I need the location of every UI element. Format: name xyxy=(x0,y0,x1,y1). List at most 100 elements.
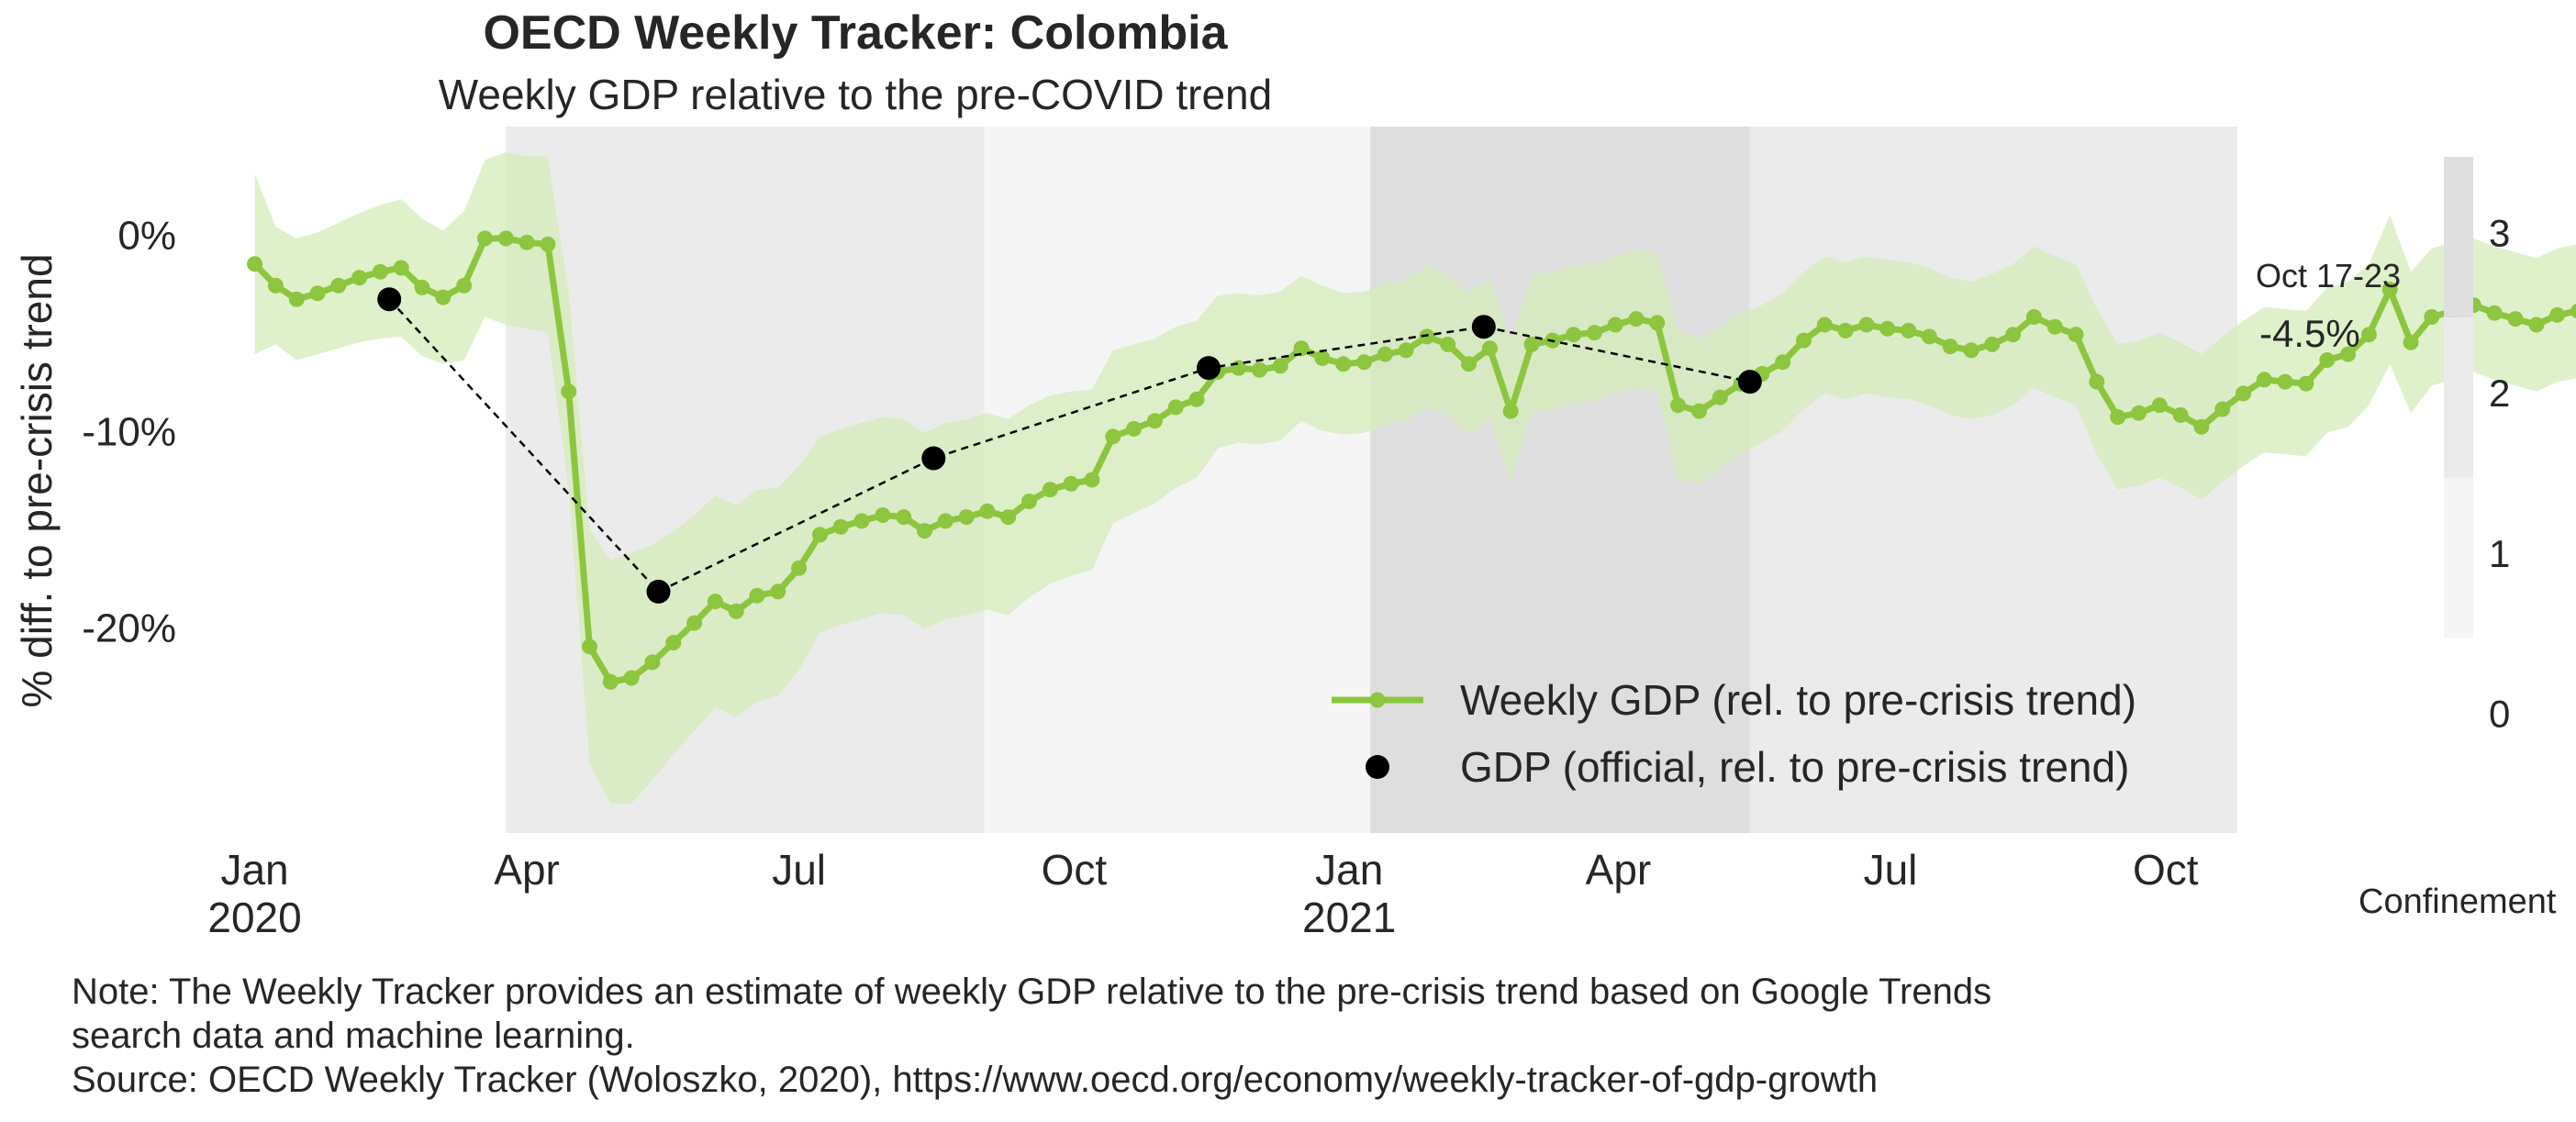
weekly-gdp-point-52 xyxy=(1335,356,1352,372)
colorbar-tick-0: 0 xyxy=(2489,693,2510,736)
official-gdp-layer xyxy=(377,287,1762,604)
weekly-gdp-point-32 xyxy=(917,523,932,539)
x-tick-label-0: Jan xyxy=(220,846,288,894)
weekly-gdp-point-100 xyxy=(2340,346,2357,362)
weekly-gdp-point-74 xyxy=(1796,332,1812,349)
weekly-gdp-point-57 xyxy=(1440,336,1456,352)
weekly-gdp-point-4 xyxy=(330,277,347,294)
x-tick-label-6: Jul xyxy=(1864,846,1918,894)
weekly-gdp-point-3 xyxy=(309,285,326,302)
weekly-gdp-point-22 xyxy=(707,594,723,610)
weekly-gdp-point-111 xyxy=(2570,303,2576,319)
weekly-gdp-point-91 xyxy=(2151,397,2168,414)
legend-official-label: GDP (official, rel. to pre-crisis trend) xyxy=(1460,743,2129,791)
official-gdp-point-2 xyxy=(921,446,946,471)
weekly-gdp-point-24 xyxy=(749,587,765,604)
weekly-gdp-point-101 xyxy=(2360,327,2377,343)
weekly-gdp-point-17 xyxy=(602,673,619,690)
weekly-gdp-point-87 xyxy=(2068,327,2084,343)
weekly-gdp-point-107 xyxy=(2486,305,2503,321)
weekly-gdp-uncertainty-band xyxy=(254,151,2576,804)
weekly-gdp-point-15 xyxy=(561,383,577,400)
weekly-gdp-point-65 xyxy=(1607,317,1623,333)
y-tick-label-1: -10% xyxy=(82,410,176,455)
x-tick-label-7: Oct xyxy=(2133,846,2199,894)
weekly-gdp-point-99 xyxy=(2319,352,2336,368)
legend-weekly-swatch-dot xyxy=(1369,692,1386,708)
colorbar-label: Confinement xyxy=(2359,883,2557,921)
colorbar-segment-2 xyxy=(2444,317,2473,478)
weekly-gdp-point-67 xyxy=(1649,315,1666,331)
weekly-gdp-point-84 xyxy=(2005,327,2022,343)
official-gdp-point-1 xyxy=(646,579,671,604)
x-tick-label-5: Apr xyxy=(1586,846,1652,894)
weekly-gdp-point-34 xyxy=(958,509,975,526)
weekly-gdp-point-96 xyxy=(2256,372,2272,388)
weekly-gdp-point-36 xyxy=(1000,509,1017,526)
weekly-gdp-point-54 xyxy=(1377,346,1393,362)
weekly-gdp-point-70 xyxy=(1712,389,1728,405)
x-tick-label-1: Apr xyxy=(494,846,560,894)
weekly-gdp-point-93 xyxy=(2193,418,2210,435)
annotation-period-label: Oct 17-23 xyxy=(2256,257,2401,294)
colorbar-segment-1 xyxy=(2444,477,2473,639)
weekly-gdp-point-43 xyxy=(1146,413,1163,429)
legend-official-swatch-dot xyxy=(1366,755,1389,779)
weekly-gdp-point-55 xyxy=(1398,342,1414,359)
weekly-gdp-point-90 xyxy=(2131,405,2147,421)
weekly-gdp-point-86 xyxy=(2046,318,2063,335)
weekly-gdp-point-73 xyxy=(1775,354,1791,371)
weekly-gdp-point-7 xyxy=(393,260,409,276)
official-gdp-dashed-line xyxy=(388,298,1751,594)
weekly-gdp-point-59 xyxy=(1481,340,1498,357)
weekly-gdp-point-39 xyxy=(1063,475,1079,492)
x-tick-year-0: 2020 xyxy=(207,894,301,941)
weekly-gdp-point-21 xyxy=(686,615,703,631)
chart-subtitle: Weekly GDP relative to the pre-COVID tre… xyxy=(438,71,1273,118)
weekly-gdp-point-25 xyxy=(770,583,786,600)
colorbar-tick-2: 2 xyxy=(2489,372,2510,415)
weekly-gdp-point-29 xyxy=(853,513,870,529)
confinement-period-4 xyxy=(1749,127,2237,833)
x-tick-label-3: Oct xyxy=(1042,846,1108,894)
weekly-gdp-point-80 xyxy=(1921,328,1937,345)
legend: Weekly GDP (rel. to pre-crisis trend) GD… xyxy=(1332,676,2136,791)
official-gdp-point-3 xyxy=(1197,356,1221,381)
weekly-gdp-point-8 xyxy=(414,279,430,295)
legend-weekly-label: Weekly GDP (rel. to pre-crisis trend) xyxy=(1460,676,2136,724)
y-axis-label: % diff. to pre-crisis trend xyxy=(13,253,61,707)
annotation-value-label: -4.5% xyxy=(2259,312,2360,355)
weekly-gdp-point-33 xyxy=(937,513,953,529)
colorbar-segment-0 xyxy=(2444,638,2473,798)
official-gdp-point-4 xyxy=(1471,315,1496,339)
note-line-2: search data and machine learning. xyxy=(72,1016,635,1056)
weekly-gdp-point-0 xyxy=(247,256,263,272)
weekly-gdp-point-1 xyxy=(267,277,284,294)
weekly-gdp-point-76 xyxy=(1837,322,1854,339)
weekly-gdp-point-109 xyxy=(2528,317,2545,333)
weekly-gdp-point-2 xyxy=(288,291,305,307)
weekly-gdp-point-110 xyxy=(2549,306,2566,323)
weekly-gdp-point-104 xyxy=(2424,309,2440,325)
weekly-gdp-point-103 xyxy=(2403,334,2419,350)
weekly-gdp-point-14 xyxy=(540,236,556,252)
weekly-gdp-point-11 xyxy=(477,230,493,247)
weekly-gdp-point-68 xyxy=(1670,397,1687,414)
weekly-gdp-point-30 xyxy=(875,507,891,523)
weekly-gdp-point-20 xyxy=(665,635,682,650)
weekly-gdp-point-42 xyxy=(1126,420,1143,437)
weekly-gdp-point-45 xyxy=(1188,391,1205,407)
weekly-gdp-point-98 xyxy=(2298,375,2314,392)
weekly-gdp-point-12 xyxy=(497,230,514,247)
weekly-gdp-point-31 xyxy=(896,509,912,526)
weekly-gdp-point-9 xyxy=(435,289,452,305)
y-tick-label-2: -20% xyxy=(82,605,176,650)
y-tick-label-0: 0% xyxy=(117,214,176,259)
weekly-gdp-point-94 xyxy=(2214,401,2231,417)
colorbar-segment-3 xyxy=(2444,157,2473,317)
weekly-gdp-point-78 xyxy=(1879,320,1896,337)
weekly-gdp-point-81 xyxy=(1942,339,1958,355)
chart-title: OECD Weekly Tracker: Colombia xyxy=(483,6,1228,60)
